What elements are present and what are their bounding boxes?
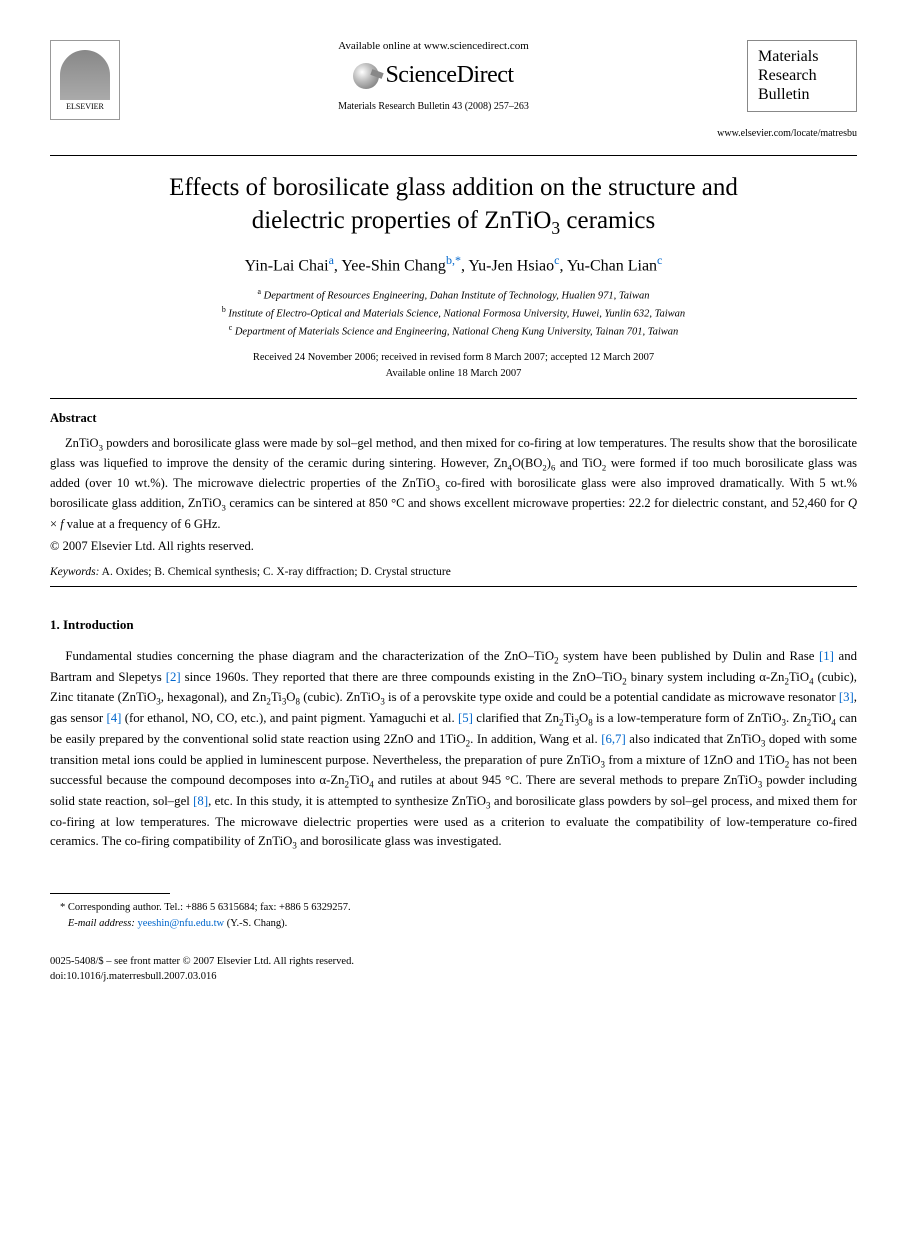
received-date: Received 24 November 2006; received in r… (253, 352, 654, 363)
abstract-text: ZnTiO3 powders and borosilicate glass we… (50, 434, 857, 533)
journal-url[interactable]: www.elsevier.com/locate/matresbu (50, 128, 857, 139)
introduction-heading: 1. Introduction (50, 617, 857, 633)
corresponding-footnote: * Corresponding author. Tel.: +886 5 631… (60, 900, 857, 932)
keywords-text: A. Oxides; B. Chemical synthesis; C. X-r… (99, 566, 450, 578)
center-header: Available online at www.sciencedirect.co… (120, 40, 747, 112)
keywords-label: Keywords: (50, 566, 99, 578)
journal-box-line3: Bulletin (758, 85, 846, 104)
available-date: Available online 18 March 2007 (386, 368, 522, 379)
title-line2-pre: dielectric properties of ZnTiO (252, 207, 552, 234)
header-rule (50, 155, 857, 156)
sciencedirect-logo: ScienceDirect (140, 62, 727, 89)
journal-box-line2: Research (758, 66, 846, 85)
abstract-bottom-rule (50, 586, 857, 587)
header-row: ELSEVIER Available online at www.science… (50, 40, 857, 120)
author-3: Yu-Jen Hsiao (468, 258, 554, 275)
footer-doi: doi:10.1016/j.materresbull.2007.03.016 (50, 971, 217, 982)
abstract-top-rule (50, 398, 857, 399)
corr-email[interactable]: yeeshin@nfu.edu.tw (137, 918, 224, 929)
ref-5[interactable]: [5] (458, 711, 473, 725)
ref-2[interactable]: [2] (166, 670, 181, 684)
introduction-text: Fundamental studies concerning the phase… (50, 647, 857, 853)
email-suffix: (Y.-S. Chang). (224, 918, 287, 929)
elsevier-logo: ELSEVIER (50, 40, 120, 120)
title-line2-post: ceramics (560, 207, 655, 234)
author-1-affil: a (329, 253, 334, 267)
email-label: E-mail address: (68, 918, 135, 929)
abstract-copyright: © 2007 Elsevier Ltd. All rights reserved… (50, 539, 857, 554)
author-3-affil: c (554, 253, 559, 267)
sciencedirect-icon (353, 63, 379, 89)
footnote-rule (50, 893, 170, 894)
author-2: Yee-Shin Chang (341, 258, 446, 275)
journal-title-box: Materials Research Bulletin (747, 40, 857, 112)
journal-box-line1: Materials (758, 47, 846, 66)
abstract-label: Abstract (50, 411, 857, 426)
footer: 0025-5408/$ – see front matter © 2007 El… (50, 955, 857, 984)
footer-line1: 0025-5408/$ – see front matter © 2007 El… (50, 956, 354, 967)
available-online-text: Available online at www.sciencedirect.co… (140, 40, 727, 52)
elsevier-tree-icon (60, 50, 110, 100)
affil-c-sup: c (229, 323, 233, 332)
affil-a-sup: a (258, 287, 262, 296)
author-4: Yu-Chan Lian (567, 258, 657, 275)
affil-a: Department of Resources Engineering, Dah… (264, 290, 650, 301)
ref-1[interactable]: [1] (819, 649, 834, 663)
keywords: Keywords: A. Oxides; B. Chemical synthes… (50, 566, 857, 578)
affil-c: Department of Materials Science and Engi… (235, 327, 678, 338)
authors: Yin-Lai Chaia, Yee-Shin Changb,*, Yu-Jen… (50, 253, 857, 275)
title-line1: Effects of borosilicate glass addition o… (169, 174, 738, 201)
corr-text: * Corresponding author. Tel.: +886 5 631… (60, 902, 351, 913)
ref-4[interactable]: [4] (106, 711, 121, 725)
article-dates: Received 24 November 2006; received in r… (50, 350, 857, 382)
author-4-affil: c (657, 253, 662, 267)
affil-b: Institute of Electro-Optical and Materia… (228, 308, 685, 319)
title-sub: 3 (551, 218, 560, 238)
ref-3[interactable]: [3] (839, 690, 854, 704)
affil-b-sup: b (222, 305, 226, 314)
journal-citation: Materials Research Bulletin 43 (2008) 25… (140, 101, 727, 112)
affiliations: a Department of Resources Engineering, D… (50, 286, 857, 341)
elsevier-label: ELSEVIER (66, 102, 104, 111)
article-title: Effects of borosilicate glass addition o… (50, 172, 857, 239)
author-1: Yin-Lai Chai (245, 258, 329, 275)
ref-8[interactable]: [8] (193, 794, 208, 808)
corr-star: ,* (452, 253, 461, 267)
sciencedirect-text: ScienceDirect (385, 62, 513, 89)
ref-6-7[interactable]: [6,7] (601, 732, 626, 746)
